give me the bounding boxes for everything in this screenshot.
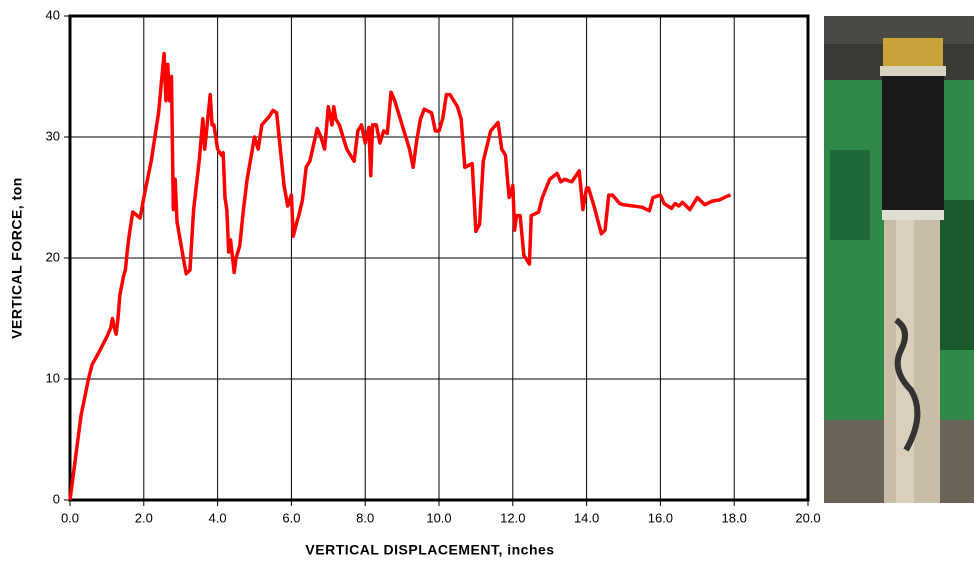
x-tick-label: 6.0 (282, 510, 300, 525)
x-tick-label: 12.0 (500, 510, 525, 525)
x-tick-label: 0.0 (61, 510, 79, 525)
plot-frame (68, 14, 810, 502)
specimen-photo (824, 16, 974, 503)
y-tick-label: 10 (46, 370, 60, 385)
x-tick-label: 14.0 (574, 510, 599, 525)
x-tick-label: 20.0 (795, 510, 820, 525)
data-line (68, 51, 732, 501)
x-tick-label: 16.0 (648, 510, 673, 525)
y-axis-title: VERTICAL FORCE, ton (9, 177, 25, 339)
y-tick-label: 20 (46, 249, 60, 264)
x-axis-title: VERTICAL DISPLACEMENT, inches (305, 542, 554, 558)
x-tick-label: 10.0 (426, 510, 451, 525)
x-tick-label: 18.0 (722, 510, 747, 525)
x-tick-label: 4.0 (209, 510, 227, 525)
y-tick-label: 0 (53, 491, 60, 506)
x-tick-label: 8.0 (356, 510, 374, 525)
y-tick-label: 30 (46, 128, 60, 143)
y-tick-label: 40 (46, 7, 60, 22)
x-tick-label: 2.0 (135, 510, 153, 525)
